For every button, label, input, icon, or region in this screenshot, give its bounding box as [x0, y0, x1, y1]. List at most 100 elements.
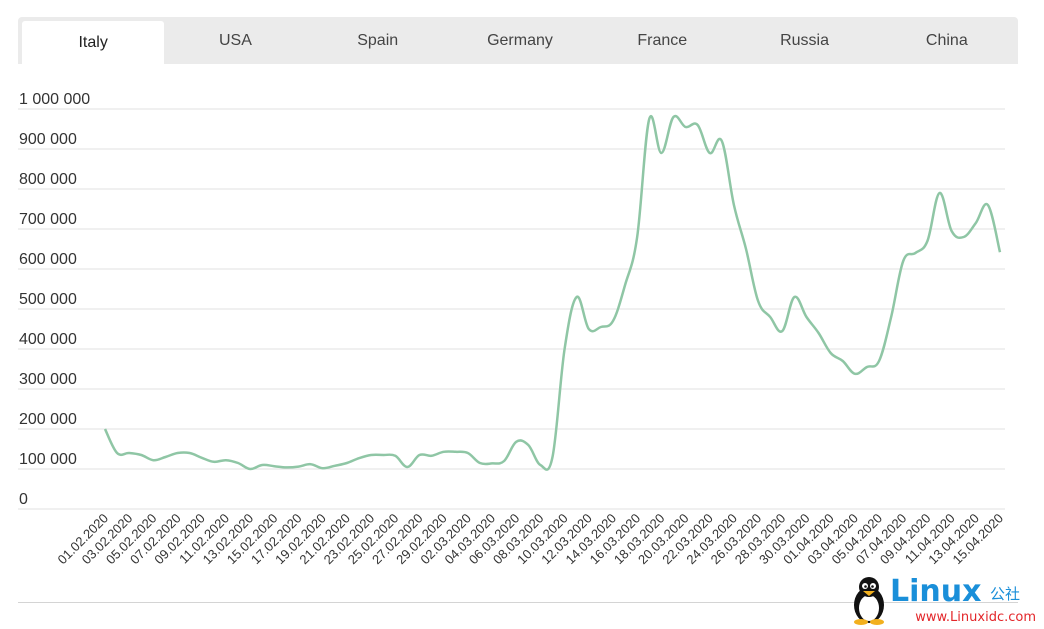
data-point[interactable]: [355, 454, 363, 462]
data-point[interactable]: [403, 463, 411, 471]
data-point[interactable]: [561, 345, 569, 353]
data-point[interactable]: [657, 149, 665, 157]
series-line: [103, 114, 1002, 471]
y-tick-label: 800 000: [19, 171, 77, 188]
tab-china[interactable]: China: [925, 31, 968, 49]
tab-russia[interactable]: Russia: [780, 31, 829, 49]
data-point[interactable]: [258, 461, 266, 469]
data-point[interactable]: [645, 115, 653, 123]
data-point[interactable]: [597, 323, 605, 331]
data-point[interactable]: [198, 454, 206, 462]
data-point[interactable]: [428, 452, 436, 460]
y-tick-label: 1 000 000: [19, 91, 90, 108]
data-point[interactable]: [815, 329, 823, 337]
data-point[interactable]: [234, 459, 242, 467]
data-point[interactable]: [573, 293, 581, 301]
series-line-layer: [101, 113, 1004, 473]
data-point[interactable]: [500, 457, 508, 465]
data-point[interactable]: [440, 448, 448, 456]
penguin-icon: [854, 577, 884, 625]
data-point[interactable]: [851, 370, 859, 378]
data-point[interactable]: [282, 463, 290, 471]
data-point[interactable]: [174, 449, 182, 457]
data-point[interactable]: [778, 327, 786, 335]
data-point[interactable]: [827, 349, 835, 357]
data-point[interactable]: [524, 441, 532, 449]
data-point[interactable]: [512, 438, 520, 446]
data-point[interactable]: [766, 313, 774, 321]
data-point[interactable]: [270, 462, 278, 470]
data-point[interactable]: [609, 317, 617, 325]
data-point[interactable]: [161, 453, 169, 461]
y-tick-label: 900 000: [19, 131, 77, 148]
data-point[interactable]: [948, 227, 956, 235]
data-point[interactable]: [379, 451, 387, 459]
data-point[interactable]: [839, 357, 847, 365]
data-point[interactable]: [802, 313, 810, 321]
y-axis-labels: 0 100 000 200 000 300 000 400 000 500 000 600 …: [19, 91, 90, 508]
data-point[interactable]: [149, 456, 157, 464]
data-point[interactable]: [633, 233, 641, 241]
data-point[interactable]: [186, 449, 194, 457]
data-point[interactable]: [549, 453, 557, 461]
data-point[interactable]: [863, 363, 871, 371]
watermark-url: www.Linuxidc.com: [915, 610, 1036, 625]
data-point[interactable]: [464, 449, 472, 457]
data-point[interactable]: [246, 465, 254, 473]
data-point[interactable]: [488, 459, 496, 467]
data-point[interactable]: [536, 461, 544, 469]
data-point[interactable]: [718, 137, 726, 145]
line-chart: 0 100 000 200 000 300 000 400 000 500 000 600 …: [18, 91, 1006, 568]
data-point[interactable]: [936, 189, 944, 197]
watermark-logo: Linux 公社 www.Linuxidc.com: [850, 575, 1038, 625]
data-point[interactable]: [694, 121, 702, 129]
y-tick-label: 0: [19, 491, 28, 508]
data-point[interactable]: [367, 451, 375, 459]
data-point[interactable]: [730, 201, 738, 209]
tab-germany[interactable]: Germany: [487, 31, 553, 49]
tab-france[interactable]: France: [637, 31, 688, 49]
tab-italy[interactable]: Italy: [22, 21, 165, 64]
x-axis-labels: 01.02.202003.02.202005.02.202007.02.2020…: [54, 511, 1006, 568]
data-point[interactable]: [887, 313, 895, 321]
y-tick-label: 700 000: [19, 211, 77, 228]
y-tick-label: 500 000: [19, 291, 77, 308]
data-point[interactable]: [476, 459, 484, 467]
data-point[interactable]: [682, 123, 690, 131]
data-point[interactable]: [452, 448, 460, 456]
data-point[interactable]: [621, 281, 629, 289]
y-tick-label: 300 000: [19, 371, 77, 388]
data-point[interactable]: [996, 248, 1004, 256]
data-point[interactable]: [222, 456, 230, 464]
data-point[interactable]: [669, 113, 677, 121]
data-point[interactable]: [754, 297, 762, 305]
data-point[interactable]: [875, 357, 883, 365]
data-point[interactable]: [210, 458, 218, 466]
data-point[interactable]: [307, 460, 315, 468]
data-point[interactable]: [415, 451, 423, 459]
tab-usa[interactable]: USA: [218, 31, 252, 49]
data-point[interactable]: [113, 449, 121, 457]
data-point[interactable]: [911, 249, 919, 257]
data-point[interactable]: [295, 463, 303, 471]
data-point[interactable]: [984, 201, 992, 209]
data-point[interactable]: [343, 459, 351, 467]
data-point[interactable]: [585, 325, 593, 333]
data-point[interactable]: [790, 293, 798, 301]
tab-spain[interactable]: Spain: [357, 31, 399, 49]
data-point[interactable]: [319, 464, 327, 472]
y-tick-label: 100 000: [19, 451, 77, 468]
data-point[interactable]: [972, 219, 980, 227]
y-tick-label: 600 000: [19, 251, 77, 268]
data-point[interactable]: [331, 462, 339, 470]
data-point[interactable]: [742, 245, 750, 253]
grid-lines: [18, 108, 1005, 510]
data-point[interactable]: [391, 452, 399, 460]
data-point[interactable]: [960, 233, 968, 241]
data-point[interactable]: [137, 451, 145, 459]
data-point[interactable]: [125, 449, 133, 457]
data-point[interactable]: [923, 237, 931, 245]
data-point[interactable]: [101, 425, 109, 433]
data-point[interactable]: [706, 149, 714, 157]
data-point[interactable]: [899, 257, 907, 265]
